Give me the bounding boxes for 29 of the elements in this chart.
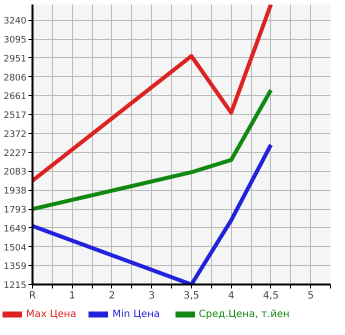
x-tick-label: 3 [148,290,155,302]
x-tick-label: 3,5 [183,290,200,302]
y-tick-label: 1793 [4,206,26,216]
y-tick-label: 1938 [4,186,27,197]
x-tick-label: 4,5 [262,290,279,302]
y-tick-label: 1649 [4,224,27,234]
y-tick-label: 3095 [4,36,26,46]
x-tick-label: R [29,290,36,302]
y-tick-label: 2661 [4,92,26,102]
y-tick-label: 2227 [4,148,26,159]
x-tick-label: 2 [108,290,116,302]
legend-label: Max Цена [26,308,76,320]
x-tick-label: 4 [228,290,234,302]
legend-label: Min Цена [112,308,160,320]
x-tick-label: 5 [307,290,314,302]
y-tick-label: 2517 [4,111,26,122]
line-series [32,142,273,284]
x-tick-label: 1 [69,290,76,302]
y-tick-label: 1359 [4,262,27,272]
line-series [32,4,273,183]
y-tick-label: 2372 [4,130,26,140]
y-tick-label: 2951 [4,54,26,64]
y-tick-label: 2806 [4,73,27,84]
y-tick-label: 1215 [4,281,26,291]
y-tick-label: 2083 [4,168,26,178]
y-tick-label: 1504 [4,243,27,254]
line-series [32,88,273,212]
y-tick-label: 3240 [4,16,27,27]
legend-label: Сред.Цена, т.йен [198,308,290,320]
